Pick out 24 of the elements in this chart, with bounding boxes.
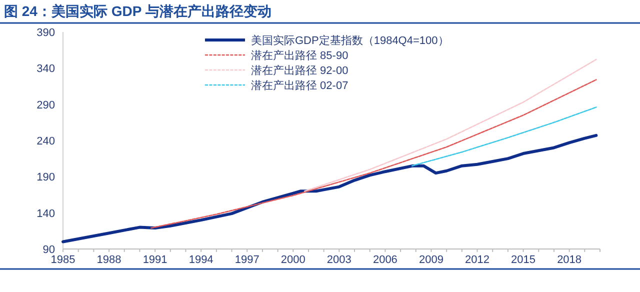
x-tick-label: 1994 — [188, 254, 214, 266]
y-tick-label: 340 — [36, 63, 55, 76]
x-tick-label: 2000 — [280, 254, 306, 266]
x-tick-label: 2015 — [511, 254, 536, 266]
legend-label: 潜在产出路径 02-07 — [251, 79, 348, 92]
legend-label: 潜在产出路径 85-90 — [251, 49, 348, 62]
legend-label: 潜在产出路径 92-00 — [251, 64, 348, 77]
y-tick-label: 290 — [36, 99, 55, 112]
y-tick-label: 190 — [36, 172, 55, 184]
y-tick-label: 90 — [42, 244, 55, 256]
x-tick-label: 1997 — [234, 254, 260, 266]
y-tick-label: 140 — [36, 208, 55, 220]
x-tick-label: 2003 — [326, 254, 352, 266]
x-tick-label: 2012 — [465, 254, 490, 266]
y-tick-label: 390 — [36, 27, 55, 39]
y-tick-label: 240 — [36, 136, 55, 148]
x-tick-label: 1991 — [142, 254, 168, 266]
legend-label: 美国实际GDP定基指数（1984Q4=100） — [251, 34, 449, 47]
x-tick-label: 1988 — [96, 254, 122, 266]
chart-title: 图 24：美国实际 GDP 与潜在产出路径变动 — [4, 3, 272, 19]
x-tick-label: 1985 — [50, 254, 76, 266]
x-tick-label: 2018 — [557, 254, 582, 266]
x-tick-label: 2009 — [418, 254, 444, 266]
x-tick-label: 2006 — [372, 254, 398, 266]
